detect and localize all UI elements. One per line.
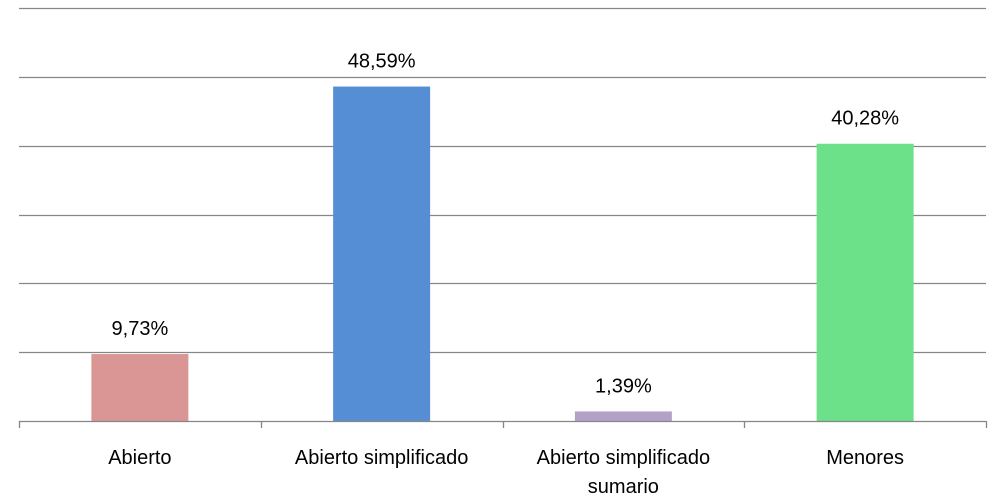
data-label-2: 48,59% bbox=[348, 51, 416, 73]
category-label-1: Abierto bbox=[108, 447, 171, 469]
bar-1 bbox=[91, 354, 189, 421]
bar-4 bbox=[816, 143, 914, 422]
category-label-3-line-1: Abierto simplificado bbox=[537, 447, 710, 469]
category-label-3-line-2: sumario bbox=[588, 476, 659, 498]
bars bbox=[91, 86, 914, 422]
data-label-1: 9,73% bbox=[112, 318, 169, 340]
x-axis bbox=[18, 420, 988, 428]
data-labels: 9,73% 48,59% 1,39% 40,28% bbox=[112, 51, 900, 398]
category-label-4: Menores bbox=[826, 447, 904, 469]
category-label-2: Abierto simplificado bbox=[295, 447, 468, 469]
data-label-3: 1,39% bbox=[595, 375, 652, 397]
bar-2 bbox=[333, 86, 431, 422]
bar-3 bbox=[574, 411, 672, 421]
data-label-4: 40,28% bbox=[831, 108, 899, 130]
category-labels: Abierto Abierto simplificado Abierto simpl… bbox=[108, 447, 904, 498]
